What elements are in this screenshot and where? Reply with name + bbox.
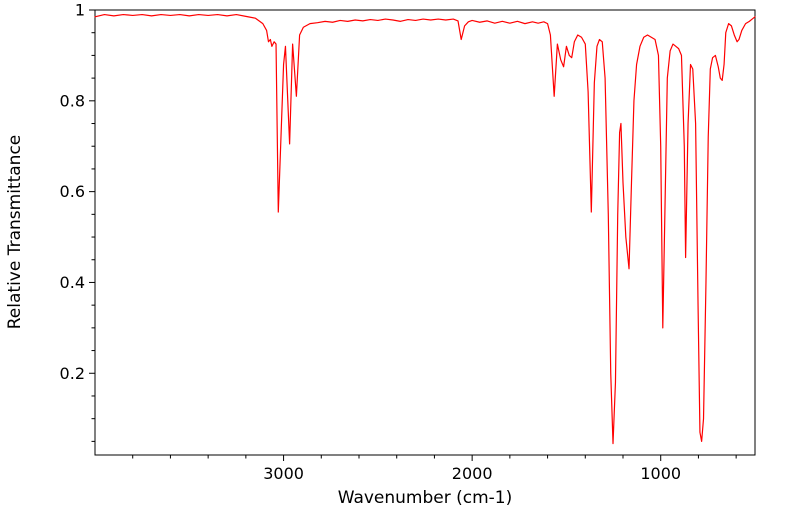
x-axis-label: Wavenumber (cm-1) <box>338 488 513 508</box>
y-axis-label: Relative Transmittance <box>5 135 25 330</box>
y-tick-label: 0.6 <box>60 182 85 201</box>
plot-layer: 3000 2000 1000 0.2 0.4 0.6 0.8 1 <box>60 1 756 483</box>
x-axis-ticks: 3000 2000 1000 <box>132 455 737 483</box>
x-tick-label: 1000 <box>640 464 681 483</box>
x-tick-label: 2000 <box>452 464 493 483</box>
plot-border <box>94 9 756 456</box>
spectrum-line <box>94 13 756 445</box>
y-axis-ticks: 0.2 0.4 0.6 0.8 1 <box>60 1 95 442</box>
x-tick-label: 3000 <box>263 464 304 483</box>
y-tick-label: 1 <box>75 1 85 20</box>
y-tick-label: 0.4 <box>60 273 85 292</box>
y-tick-label: 0.8 <box>60 91 85 110</box>
y-tick-label: 0.2 <box>60 364 85 383</box>
